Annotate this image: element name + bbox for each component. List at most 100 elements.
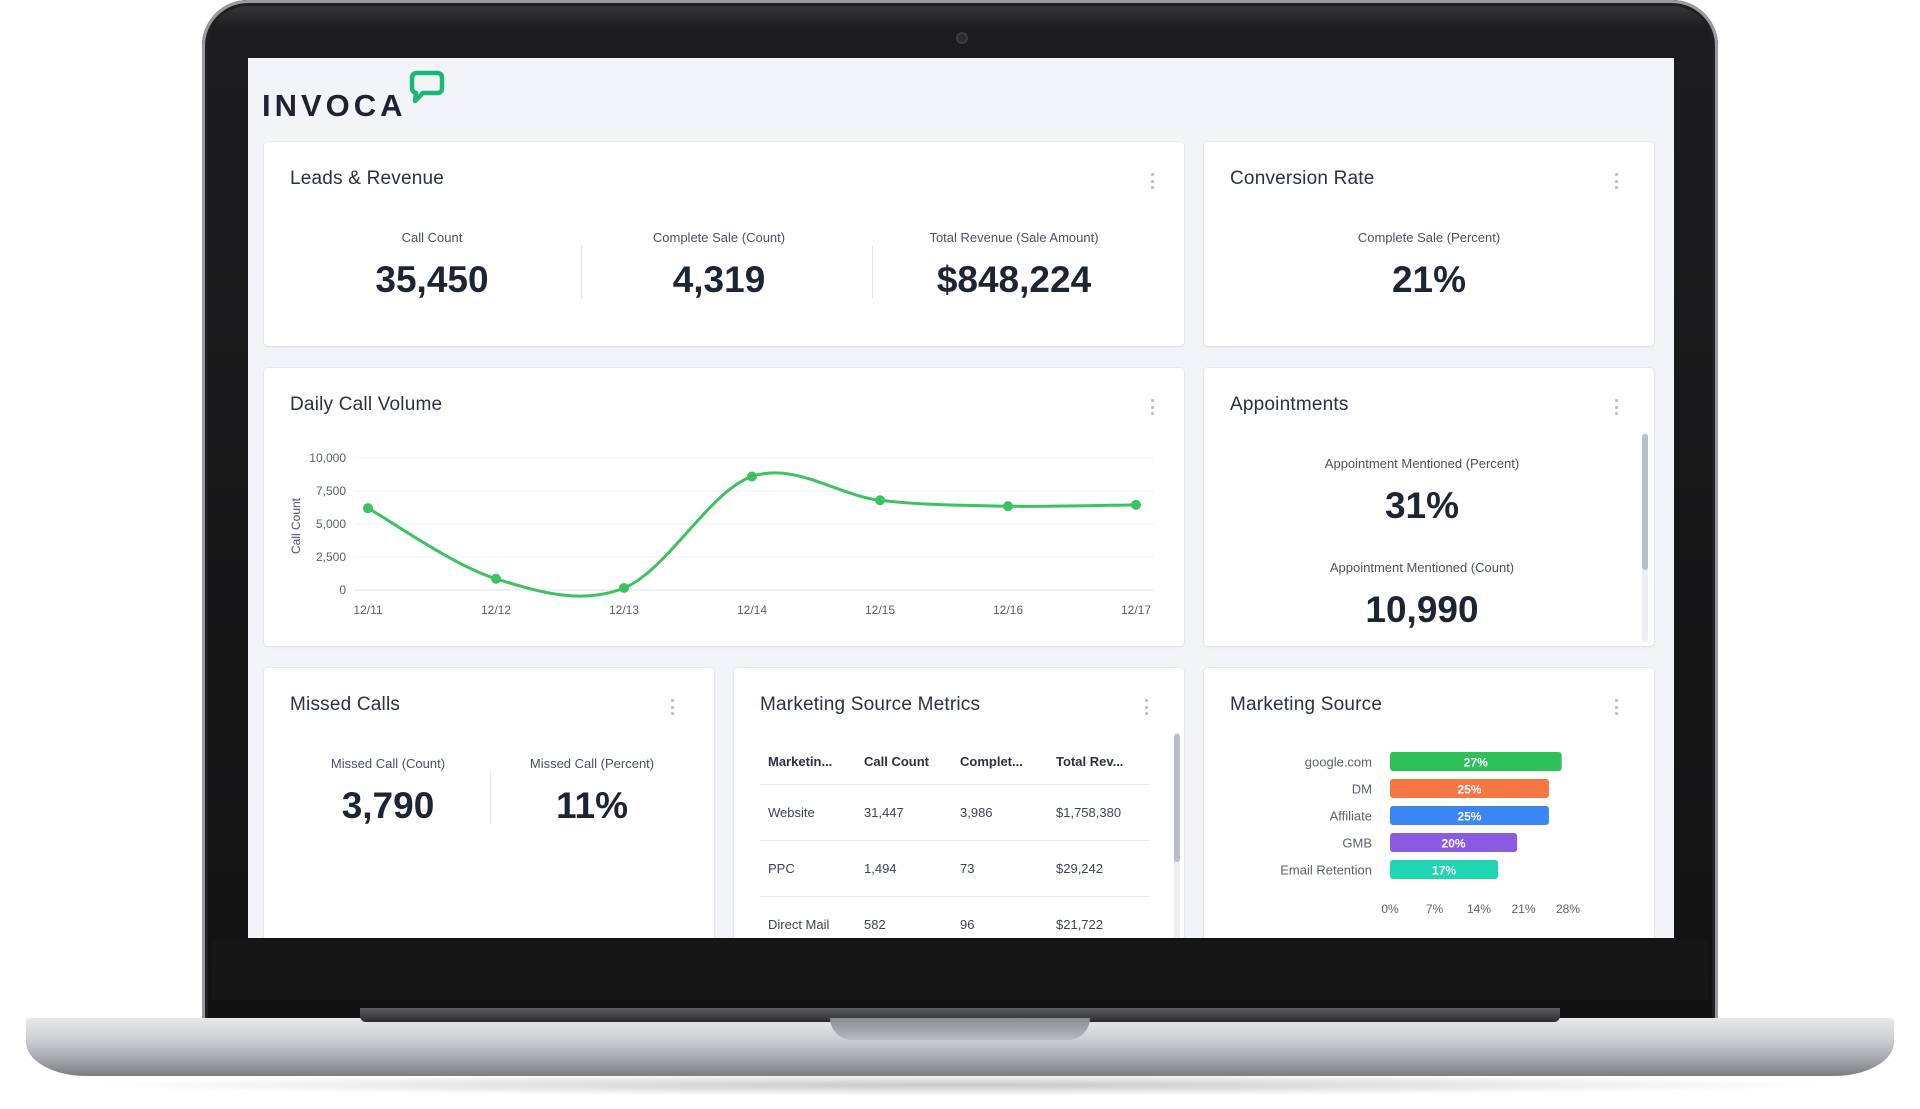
y-tick-label: 7,500: [316, 484, 346, 498]
data-point[interactable]: [747, 471, 757, 482]
marketing-source-metrics-card: Marketing Source Metrics Marketin... Cal…: [734, 668, 1184, 938]
card-title: Appointments: [1230, 394, 1349, 415]
marketing-source-card: Marketing Source google.com DM Affiliate GM…: [1204, 668, 1654, 938]
y-tick-label: 10,000: [309, 451, 346, 465]
metric-value: 35,450: [375, 259, 489, 300]
x-tick-label: 12/15: [865, 603, 895, 617]
more-options-icon[interactable]: [1146, 396, 1158, 418]
data-point[interactable]: [619, 583, 629, 594]
category-label: DM: [1352, 782, 1372, 797]
divider: [581, 246, 582, 298]
bar[interactable]: [1390, 860, 1499, 879]
data-point[interactable]: [363, 503, 373, 514]
column-header[interactable]: Total Rev...: [1048, 740, 1150, 785]
bar[interactable]: [1390, 833, 1518, 852]
table-cell: 1,494: [856, 840, 952, 897]
table-row[interactable]: PPC 1,494 73 $29,242: [760, 840, 1150, 897]
category-label: GMB: [1342, 836, 1372, 851]
appointment-count-metric: Appointment Mentioned (Count) 10,990: [1204, 560, 1640, 631]
table-cell: $29,242: [1048, 840, 1150, 897]
table-cell: 3,986: [952, 784, 1048, 841]
bar-value-label: 17%: [1432, 864, 1456, 878]
metric-label: Total Revenue (Sale Amount): [929, 230, 1099, 245]
bar[interactable]: [1390, 806, 1549, 825]
scrollbar-thumb[interactable]: [1174, 734, 1180, 862]
category-label: Email Retention: [1280, 863, 1372, 878]
laptop-bezel: [212, 940, 1708, 1000]
more-options-icon[interactable]: [666, 696, 678, 718]
invoca-logo[interactable]: INVOCA: [262, 70, 445, 124]
category-label: Affiliate: [1330, 809, 1372, 824]
more-options-icon[interactable]: [1610, 170, 1622, 192]
y-axis-label: Call Count: [289, 497, 303, 554]
bar-value-label: 25%: [1457, 783, 1481, 797]
table-cell: Direct Mail: [760, 896, 856, 938]
metric-label: Complete Sale (Count): [652, 230, 786, 245]
x-tick-label: 14%: [1467, 902, 1491, 916]
column-header[interactable]: Complet...: [952, 740, 1048, 785]
daily-call-volume-chart: Call Count 0 2,500 5,000 7,500 10,000 12/11 1…: [289, 451, 1154, 617]
more-options-icon[interactable]: [1610, 396, 1622, 418]
x-tick-label: 12/16: [993, 603, 1023, 617]
metric-label: Appointment Mentioned (Count): [1329, 560, 1515, 575]
laptop-hinge: [360, 1008, 1560, 1022]
data-point[interactable]: [1003, 501, 1013, 512]
table-cell: 31,447: [856, 784, 952, 841]
x-tick-label: 12/13: [609, 603, 639, 617]
x-tick-label: 7%: [1426, 902, 1444, 916]
metric-label: Missed Call (Percent): [529, 756, 655, 771]
bar-value-label: 25%: [1457, 810, 1481, 824]
x-tick-label: 12/14: [737, 603, 767, 617]
x-tick-label: 12/11: [353, 603, 382, 617]
appointments-card: Appointments Appointment Mentioned (Perc…: [1204, 368, 1654, 646]
card-title: Daily Call Volume: [290, 394, 443, 415]
metric-value: $848,224: [936, 259, 1092, 300]
scrollbar-thumb[interactable]: [1642, 434, 1648, 570]
complete-sale-percent-metric: Complete Sale (Percent) 21%: [1204, 230, 1654, 301]
x-tick-label: 12/12: [481, 603, 511, 617]
logo-text: INVOCA: [262, 88, 407, 123]
y-tick-label: 2,500: [316, 550, 346, 564]
table-header-row: Marketin... Call Count Complet... Total …: [760, 740, 1150, 785]
chat-bubble-icon: [409, 70, 445, 104]
total-revenue-metric: Total Revenue (Sale Amount) $848,224: [864, 230, 1164, 301]
more-options-icon[interactable]: [1610, 696, 1622, 718]
column-header[interactable]: Marketin...: [760, 740, 856, 785]
y-tick-label: 0: [339, 583, 346, 597]
data-point[interactable]: [491, 573, 501, 584]
metric-value: 21%: [1391, 259, 1467, 300]
dashboard-screen: INVOCA Leads & Revenue Call Count 35,450…: [248, 58, 1674, 938]
table-row[interactable]: Direct Mail 582 96 $21,722: [760, 896, 1150, 938]
metric-label: Complete Sale (Percent): [1357, 230, 1501, 245]
metric-label: Call Count: [401, 230, 463, 245]
x-tick-label: 21%: [1511, 902, 1535, 916]
x-tick-label: 12/17: [1121, 603, 1151, 617]
metric-label: Missed Call (Count): [330, 756, 446, 771]
table-cell: 582: [856, 896, 952, 938]
table-row[interactable]: Website 31,447 3,986 $1,758,380: [760, 784, 1150, 841]
metric-label: Appointment Mentioned (Percent): [1324, 456, 1520, 471]
table-cell: Website: [760, 784, 856, 841]
complete-sale-metric: Complete Sale (Count) 4,319: [564, 230, 874, 301]
table-cell: 73: [952, 840, 1048, 897]
x-tick-label: 0%: [1381, 902, 1399, 916]
more-options-icon[interactable]: [1146, 170, 1158, 192]
table-cell: PPC: [760, 840, 856, 897]
data-point[interactable]: [1131, 499, 1141, 510]
metric-value: 10,990: [1365, 589, 1479, 630]
missed-call-percent-metric: Missed Call (Percent) 11%: [492, 756, 692, 827]
table-cell: 96: [952, 896, 1048, 938]
metric-value: 31%: [1384, 485, 1460, 526]
bar[interactable]: [1390, 779, 1549, 798]
column-header[interactable]: Call Count: [856, 740, 952, 785]
more-options-icon[interactable]: [1140, 696, 1152, 718]
bar[interactable]: [1390, 752, 1562, 771]
missed-calls-card: Missed Calls Missed Call (Count) 3,790 M…: [264, 668, 714, 938]
data-point[interactable]: [875, 495, 885, 506]
divider: [872, 246, 873, 298]
card-title: Leads & Revenue: [290, 168, 445, 189]
missed-call-count-metric: Missed Call (Count) 3,790: [284, 756, 492, 827]
card-title: Marketing Source: [1230, 694, 1383, 715]
card-title: Conversion Rate: [1230, 168, 1375, 189]
